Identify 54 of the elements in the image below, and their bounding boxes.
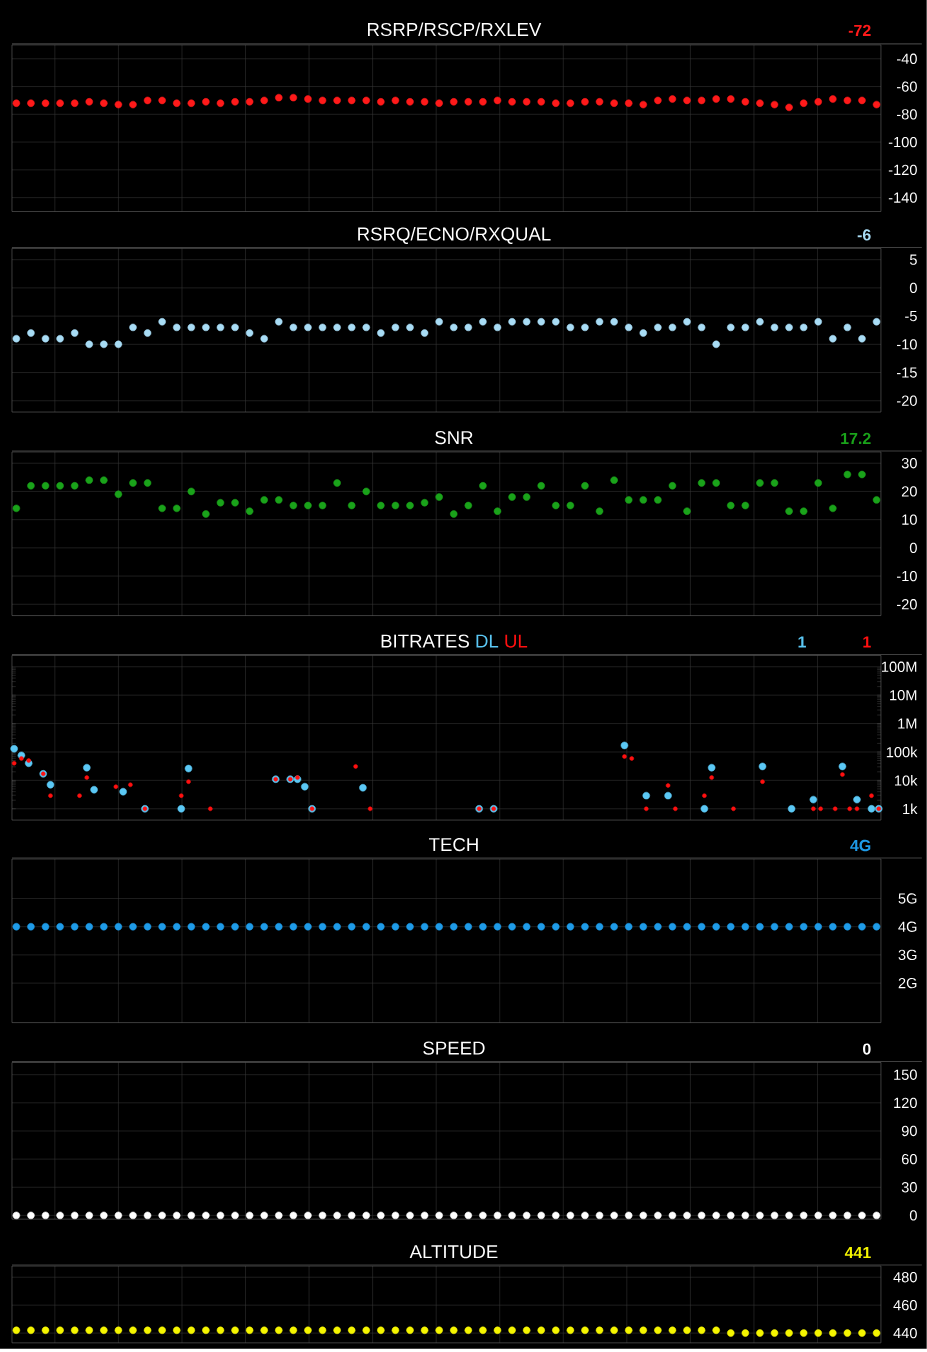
y-tick-label: 100M [882, 661, 917, 672]
y-tick-label: 4G [898, 921, 917, 932]
y-tick-label: -60 [897, 81, 917, 92]
chart-title: RSRP/RSCP/RXLEV [368, 22, 542, 37]
y-tick-label: 5G [898, 893, 917, 904]
y-tick-label: -120 [888, 164, 917, 176]
y-tick-label: 60 [902, 1153, 917, 1165]
text: -6 [857, 229, 871, 241]
text: 17.2 [841, 432, 871, 444]
text: DL [476, 634, 499, 648]
y-tick-label: 480 [893, 1272, 917, 1283]
chart-title: TECH [429, 837, 478, 852]
y-tick-label: 10k [895, 775, 918, 786]
y-tick-label: 440 [893, 1327, 917, 1339]
y-tick-label: 460 [893, 1299, 917, 1311]
y-tick-label: -20 [897, 395, 917, 406]
y-tick-label: -10 [897, 339, 917, 350]
text: 1 [863, 636, 871, 648]
chart-title: ALTITUDE [409, 1245, 498, 1259]
y-tick-label: -80 [897, 109, 917, 120]
y-tick-label: -10 [897, 570, 917, 582]
y-tick-label: 0 [909, 282, 917, 294]
y-tick-label: 20 [902, 486, 917, 497]
y-tick-label: 100k [886, 746, 918, 758]
text: 0 [863, 1043, 871, 1055]
y-tick-label: -140 [888, 192, 917, 203]
y-tick-label: 2G [898, 977, 917, 989]
text: 441 [844, 1247, 871, 1259]
y-tick-label: 90 [901, 1125, 917, 1137]
text: -72 [848, 24, 871, 36]
y-tick-label: -100 [888, 136, 917, 148]
y-tick-label: 30 [901, 1182, 917, 1193]
y-tick-label: 3G [898, 949, 917, 961]
y-tick-label: -40 [897, 53, 917, 64]
text: 1 [798, 636, 807, 648]
y-tick-label: 0 [909, 1210, 917, 1221]
y-tick-label: 150 [894, 1069, 917, 1080]
y-tick-label: 1M [898, 718, 917, 729]
y-tick-label: -5 [905, 311, 917, 322]
chart-title: BITRATES [381, 634, 470, 648]
text: 4G [850, 839, 871, 852]
y-tick-label: 10 [902, 514, 917, 525]
y-tick-label: 0 [909, 542, 917, 554]
chart-title: SPEED [423, 1041, 485, 1055]
y-tick-label: 10M [890, 690, 917, 701]
y-tick-label: -20 [897, 599, 917, 610]
chart-title: RSRQ/ECNO/RXQUAL [358, 226, 551, 244]
y-tick-label: 1k [903, 803, 918, 815]
y-tick-label: 120 [894, 1097, 917, 1109]
chart-title: SNR [435, 430, 473, 445]
y-tick-label: -15 [897, 367, 917, 378]
y-tick-label: 5 [910, 254, 917, 265]
text: UL [505, 634, 528, 648]
y-tick-label: 30 [901, 458, 917, 469]
